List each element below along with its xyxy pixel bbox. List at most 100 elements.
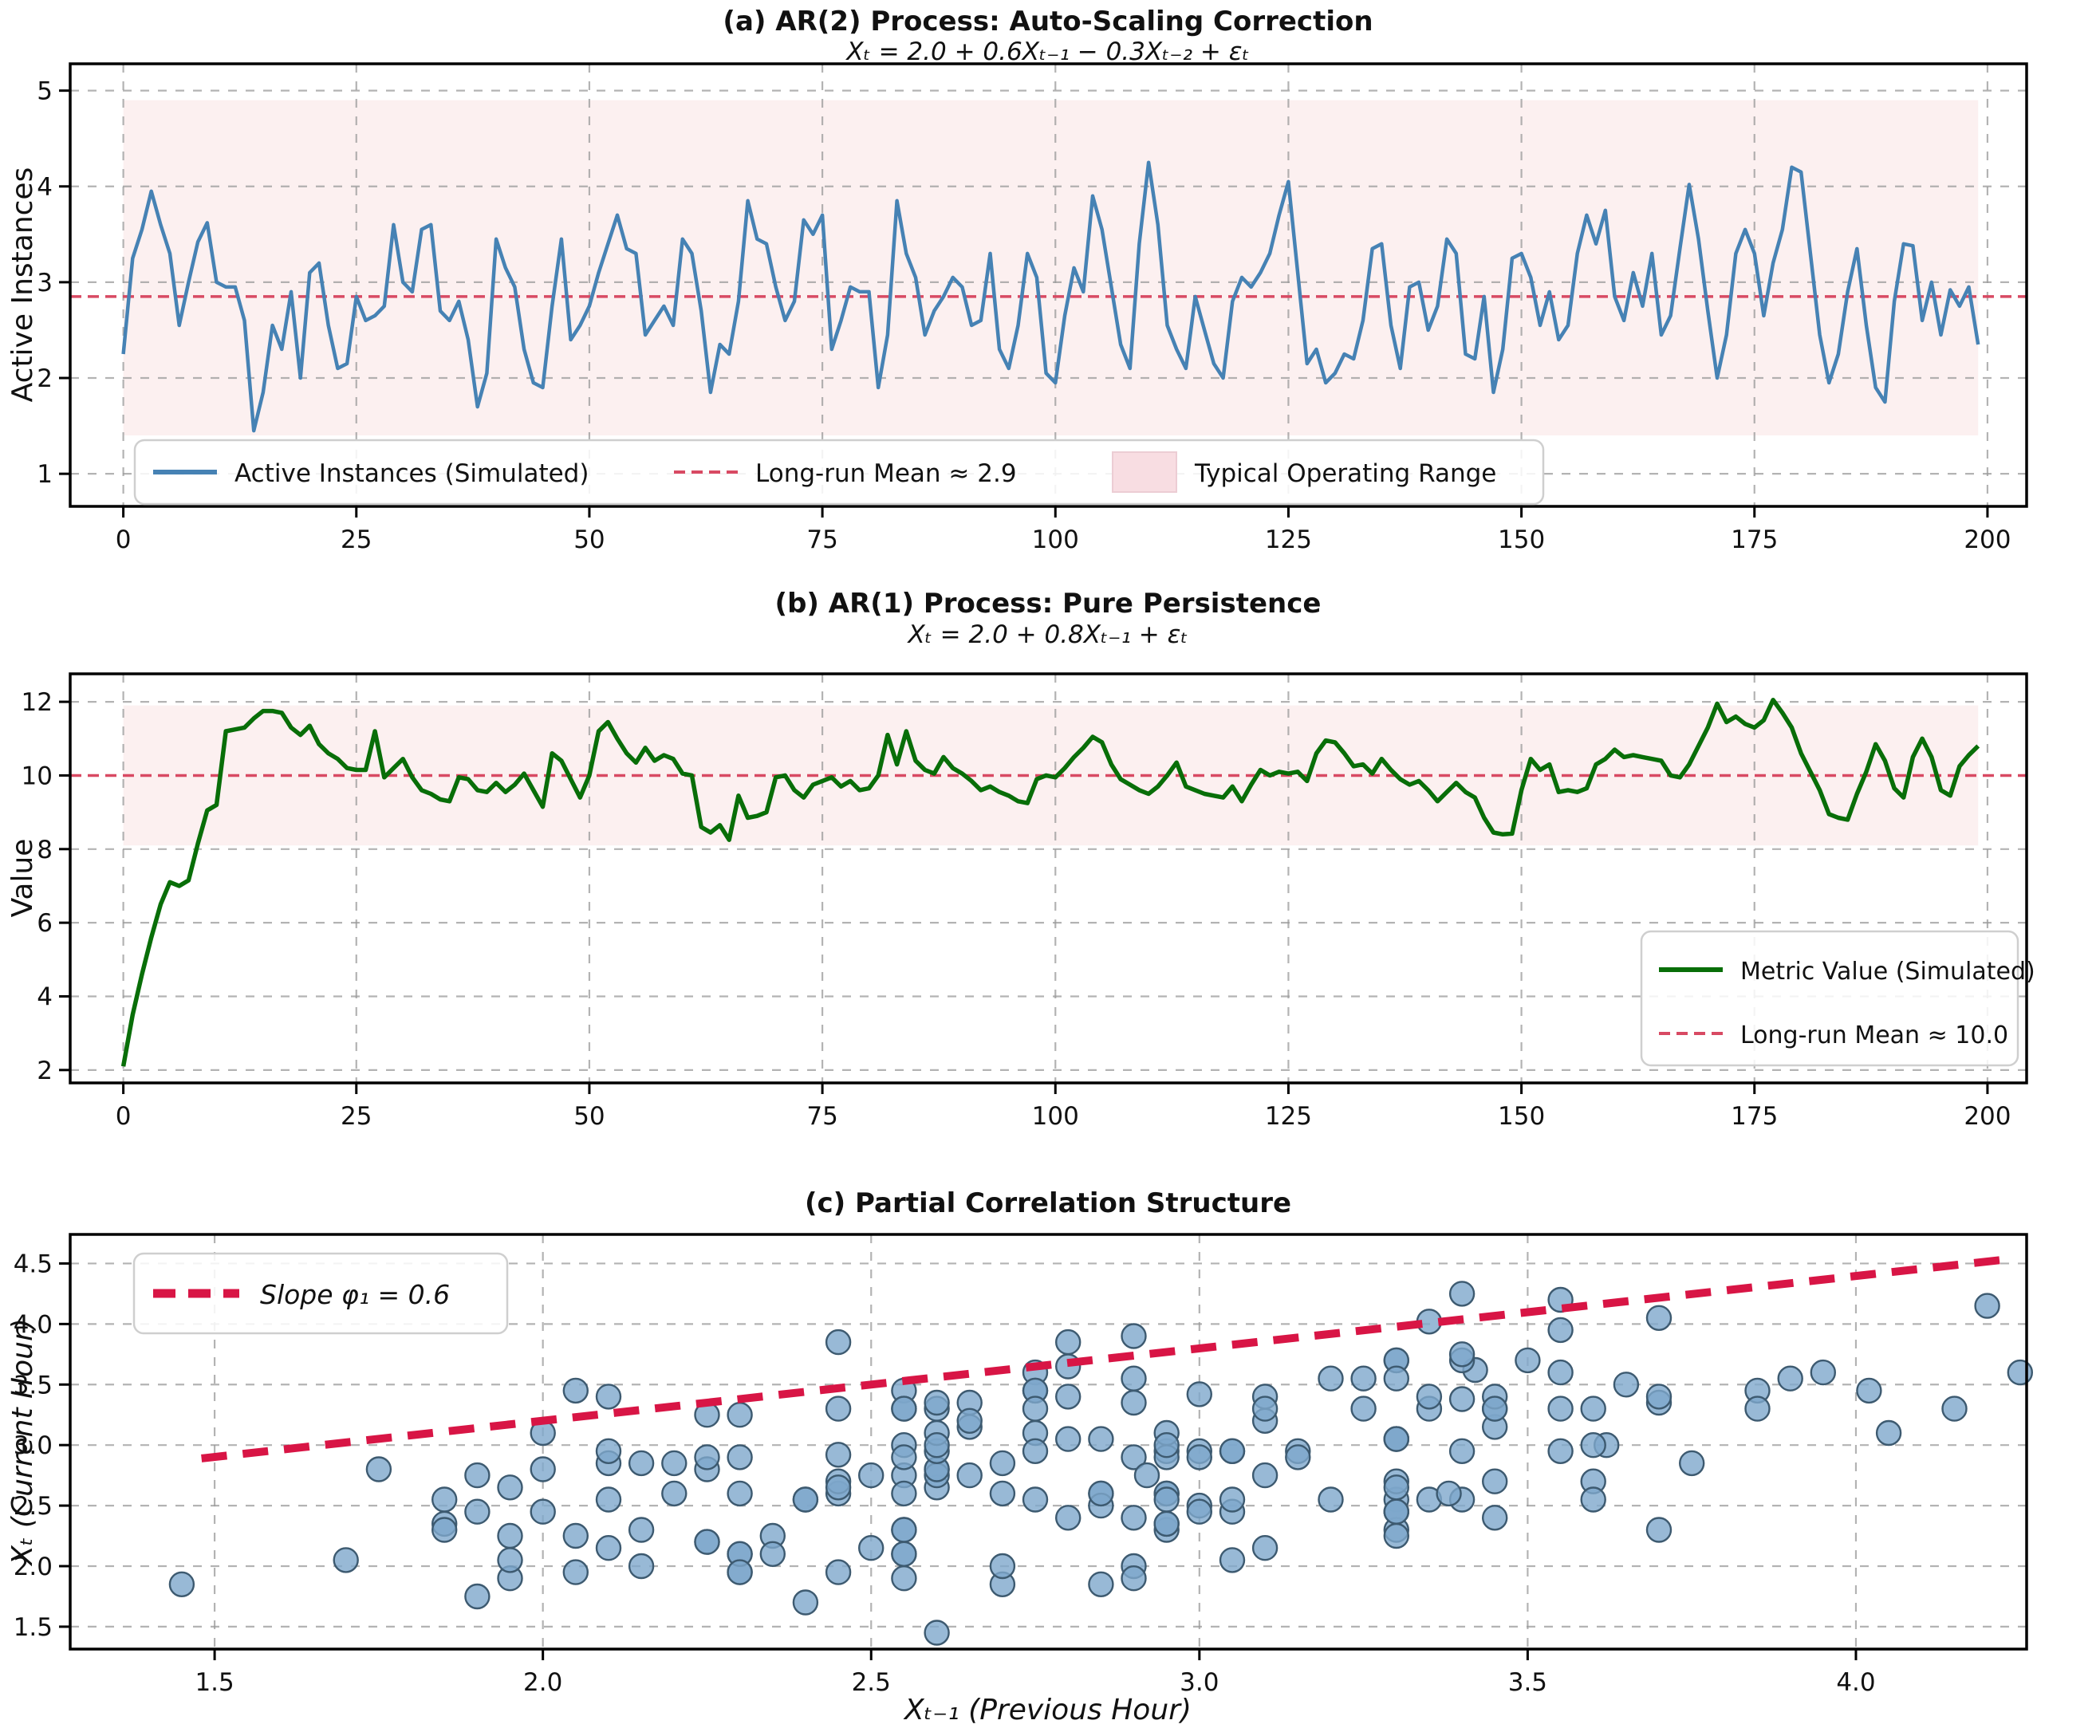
scatter-point: [1744, 1395, 1771, 1422]
y-tick-label: 12: [22, 688, 53, 717]
scatter-point: [891, 1541, 917, 1568]
panel-b-legend-label-series: Metric Value (Simulated): [1740, 958, 2035, 986]
scatter-point: [792, 1589, 819, 1616]
scatter-point: [1022, 1486, 1049, 1513]
scatter-point: [727, 1444, 753, 1470]
scatter-point: [1251, 1395, 1279, 1422]
scatter-point: [1022, 1395, 1049, 1422]
series-a-line: [121, 160, 1980, 433]
scatter-point: [333, 1547, 359, 1573]
scatter-point: [1580, 1486, 1606, 1513]
scatter-point: [1186, 1498, 1213, 1525]
panel-a-subtitle: Xₜ = 2.0 + 0.6Xₜ₋₁ − 0.3Xₜ₋₂ + εₜ: [845, 37, 1249, 66]
x-tick-label: 125: [1265, 1102, 1312, 1131]
scatter-point: [1547, 1395, 1574, 1422]
scatter-point: [1875, 1419, 1902, 1447]
panel-a-legend: Active Instances (Simulated) Long-run Me…: [133, 439, 1545, 506]
scatter-point: [1810, 1359, 1837, 1386]
scatter-point: [1121, 1565, 1147, 1592]
scatter-point: [1054, 1426, 1082, 1452]
scatter-point: [1088, 1571, 1114, 1598]
scatter-point: [924, 1389, 950, 1416]
scatter-point: [1777, 1365, 1803, 1392]
scatter-point: [1678, 1450, 1705, 1477]
scatter-point: [1974, 1293, 2000, 1319]
scatter-point: [891, 1565, 917, 1592]
scatter-point: [1416, 1384, 1443, 1410]
scatter-point: [727, 1559, 753, 1585]
scatter-point: [628, 1450, 655, 1477]
panel-b-subtitle: Xₜ = 2.0 + 0.8Xₜ₋₁ + εₜ: [906, 620, 1188, 649]
panel-c-plot: 1.5 2.0 2.5 3.0 3.5 4.0 1.5 2.0 2.5 3.0 3.5 4.0 4.5: [14, 1234, 2034, 1697]
scatter-point: [1022, 1438, 1049, 1465]
x-tick-label: 200: [1964, 1102, 2011, 1131]
scatter-point: [1121, 1505, 1147, 1531]
x-tick-label: 0: [116, 1102, 132, 1131]
panel-b-ylabel: Value: [6, 839, 39, 918]
scatter-point: [891, 1395, 917, 1422]
scatter-point: [1219, 1547, 1246, 1573]
scatter-point: [1121, 1323, 1147, 1349]
scatter-point: [727, 1480, 753, 1507]
scatter-point: [464, 1583, 491, 1610]
scatter-point: [661, 1480, 688, 1507]
scatter-point: [530, 1498, 556, 1525]
scatter-point: [956, 1407, 983, 1435]
scatter-point: [464, 1498, 491, 1525]
panel-c-legend-box: [132, 1252, 509, 1335]
scatter-point: [1054, 1329, 1082, 1356]
scatter-point: [1645, 1384, 1673, 1410]
scatter-point: [562, 1559, 589, 1585]
y-tick-label: 2.5: [14, 1492, 53, 1521]
y-tick-label: 5: [37, 77, 53, 106]
scatter-point: [431, 1517, 458, 1543]
x-tick-label: 3.0: [1180, 1668, 1219, 1697]
scatter-point: [727, 1401, 753, 1428]
scatter-point: [989, 1553, 1016, 1580]
x-tick-label: 2.0: [523, 1668, 562, 1697]
x-tick-label: 1.5: [195, 1668, 234, 1697]
scatter-point: [1088, 1480, 1114, 1507]
panel-a-legend-label-band: Typical Operating Range: [1194, 459, 1496, 488]
panel-b-legend: Metric Value (Simulated) Long-run Mean ≈…: [1640, 930, 2035, 1067]
scatter-point: [595, 1534, 622, 1561]
y-tick-label: 3: [37, 269, 53, 297]
scatter-point: [497, 1547, 523, 1573]
band-legend-sample-icon: [1112, 451, 1177, 493]
scatter-point: [1547, 1359, 1574, 1386]
panel-b-plot: 0 25 50 75 100 125 150 175 200 2 4 6 8 10 12: [22, 674, 2027, 1131]
x-tick-label: 4.0: [1836, 1668, 1875, 1697]
scatter-point: [792, 1486, 819, 1513]
x-tick-label: 25: [341, 1102, 372, 1131]
x-tick-label: 150: [1498, 526, 1545, 554]
scatter-point: [825, 1395, 852, 1422]
scatter-point: [1383, 1498, 1410, 1525]
scatter-point: [1153, 1510, 1180, 1537]
x-tick-label: 175: [1731, 526, 1778, 554]
x-tick-label: 0: [116, 526, 132, 554]
x-tick-label: 50: [573, 526, 605, 554]
scatter-point: [891, 1444, 917, 1470]
scatter-point: [1054, 1384, 1082, 1410]
x-tick-label: 3.5: [1508, 1668, 1547, 1697]
scatter-point: [1153, 1486, 1180, 1513]
scatter-point: [530, 1456, 556, 1482]
scatter-point: [956, 1462, 983, 1489]
scatter-point: [825, 1329, 852, 1356]
scatter-point: [168, 1571, 195, 1598]
x-tick-label: 175: [1731, 1102, 1778, 1131]
scatter-point: [1318, 1486, 1344, 1513]
panel-a-legend-label-series: Active Instances (Simulated): [234, 459, 589, 488]
scatter-point: [562, 1377, 589, 1404]
scatter-point: [825, 1474, 852, 1501]
scatter-point: [1515, 1347, 1541, 1374]
scatter-point: [1121, 1444, 1147, 1470]
scatter-point: [628, 1517, 655, 1543]
scatter-point: [497, 1474, 523, 1501]
panel-c-xlabel: Xₜ₋₁ (Previous Hour): [903, 1694, 1192, 1726]
scatter-point: [1448, 1386, 1476, 1412]
panel-b-legend-box: [1640, 930, 2019, 1067]
scatter-point: [1383, 1522, 1410, 1549]
panel-c-title: (c) Partial Correlation Structure: [805, 1187, 1291, 1219]
scatter-point: [989, 1450, 1016, 1477]
